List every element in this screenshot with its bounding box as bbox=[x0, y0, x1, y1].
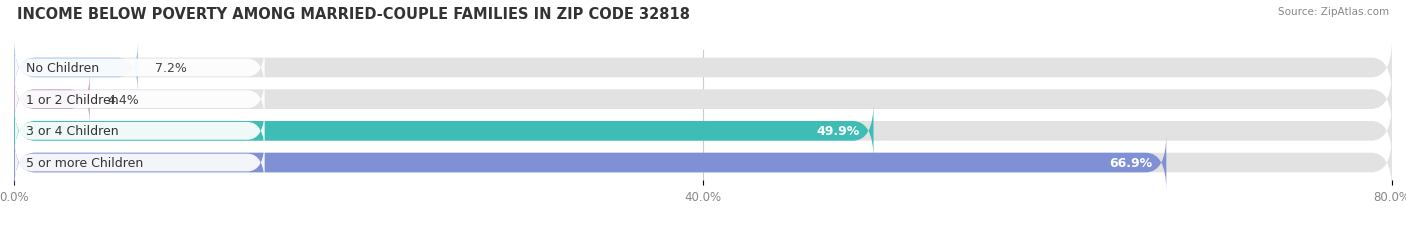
Text: 7.2%: 7.2% bbox=[155, 62, 187, 75]
FancyBboxPatch shape bbox=[14, 72, 90, 128]
FancyBboxPatch shape bbox=[15, 140, 264, 185]
Text: 4.4%: 4.4% bbox=[107, 93, 139, 106]
FancyBboxPatch shape bbox=[14, 103, 1392, 159]
FancyBboxPatch shape bbox=[15, 77, 264, 122]
FancyBboxPatch shape bbox=[15, 46, 264, 91]
FancyBboxPatch shape bbox=[14, 40, 138, 96]
Text: No Children: No Children bbox=[27, 62, 100, 75]
Text: 49.9%: 49.9% bbox=[817, 125, 859, 138]
Text: INCOME BELOW POVERTY AMONG MARRIED-COUPLE FAMILIES IN ZIP CODE 32818: INCOME BELOW POVERTY AMONG MARRIED-COUPL… bbox=[17, 7, 690, 22]
FancyBboxPatch shape bbox=[14, 72, 1392, 128]
FancyBboxPatch shape bbox=[15, 109, 264, 154]
FancyBboxPatch shape bbox=[14, 40, 1392, 96]
FancyBboxPatch shape bbox=[14, 135, 1392, 191]
Text: 66.9%: 66.9% bbox=[1109, 156, 1153, 169]
FancyBboxPatch shape bbox=[14, 135, 1167, 191]
FancyBboxPatch shape bbox=[14, 103, 873, 159]
Text: Source: ZipAtlas.com: Source: ZipAtlas.com bbox=[1278, 7, 1389, 17]
Text: 5 or more Children: 5 or more Children bbox=[27, 156, 143, 169]
Text: 1 or 2 Children: 1 or 2 Children bbox=[27, 93, 118, 106]
Text: 3 or 4 Children: 3 or 4 Children bbox=[27, 125, 118, 138]
